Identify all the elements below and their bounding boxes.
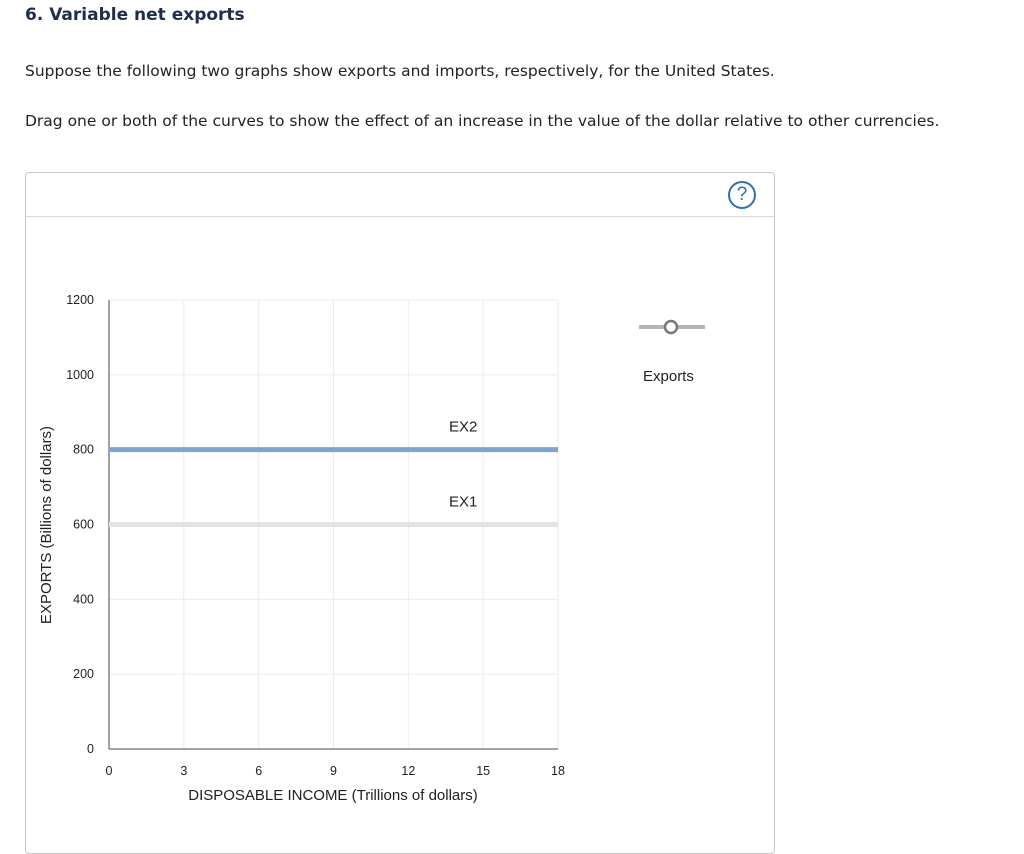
- curve-label-ex1: EX1: [449, 494, 477, 511]
- y-tick-label: 400: [73, 592, 94, 606]
- y-tick-label: 1000: [66, 368, 94, 382]
- y-tick-label: 200: [73, 667, 94, 681]
- y-tick-label: 1200: [66, 293, 94, 307]
- legend-exports-label: Exports: [643, 368, 694, 385]
- instruction-text-1: Suppose the following two graphs show ex…: [25, 62, 775, 80]
- x-tick-label: 15: [476, 764, 490, 778]
- x-tick-label: 9: [330, 764, 337, 778]
- legend-exports-icon[interactable]: [639, 319, 705, 335]
- x-tick-label: 12: [401, 764, 415, 778]
- help-icon[interactable]: ?: [728, 181, 756, 209]
- instruction-text-2: Drag one or both of the curves to show t…: [25, 112, 940, 130]
- x-tick-label: 6: [255, 764, 262, 778]
- question-title: 6. Variable net exports: [25, 5, 245, 25]
- y-tick-label: 800: [73, 443, 94, 457]
- y-tick-label: 0: [87, 742, 94, 756]
- curve-label-ex2: EX2: [449, 419, 477, 436]
- x-tick-label: 0: [106, 764, 113, 778]
- graph-panel: ?: [25, 172, 775, 854]
- y-tick-labels: 0 200 400 600 800 1000 1200: [66, 293, 94, 756]
- x-tick-label: 18: [551, 764, 565, 778]
- y-axis-label: EXPORTS (Billions of dollars): [38, 426, 55, 624]
- y-tick-label: 600: [73, 518, 94, 532]
- x-tick-label: 3: [180, 764, 187, 778]
- panel-header-divider: [26, 216, 774, 217]
- curves: EX1 EX2: [109, 419, 558, 527]
- x-tick-labels: 0 3 6 9 12 15 18: [106, 764, 565, 778]
- x-axis-label: DISPOSABLE INCOME (Trillions of dollars): [188, 787, 478, 804]
